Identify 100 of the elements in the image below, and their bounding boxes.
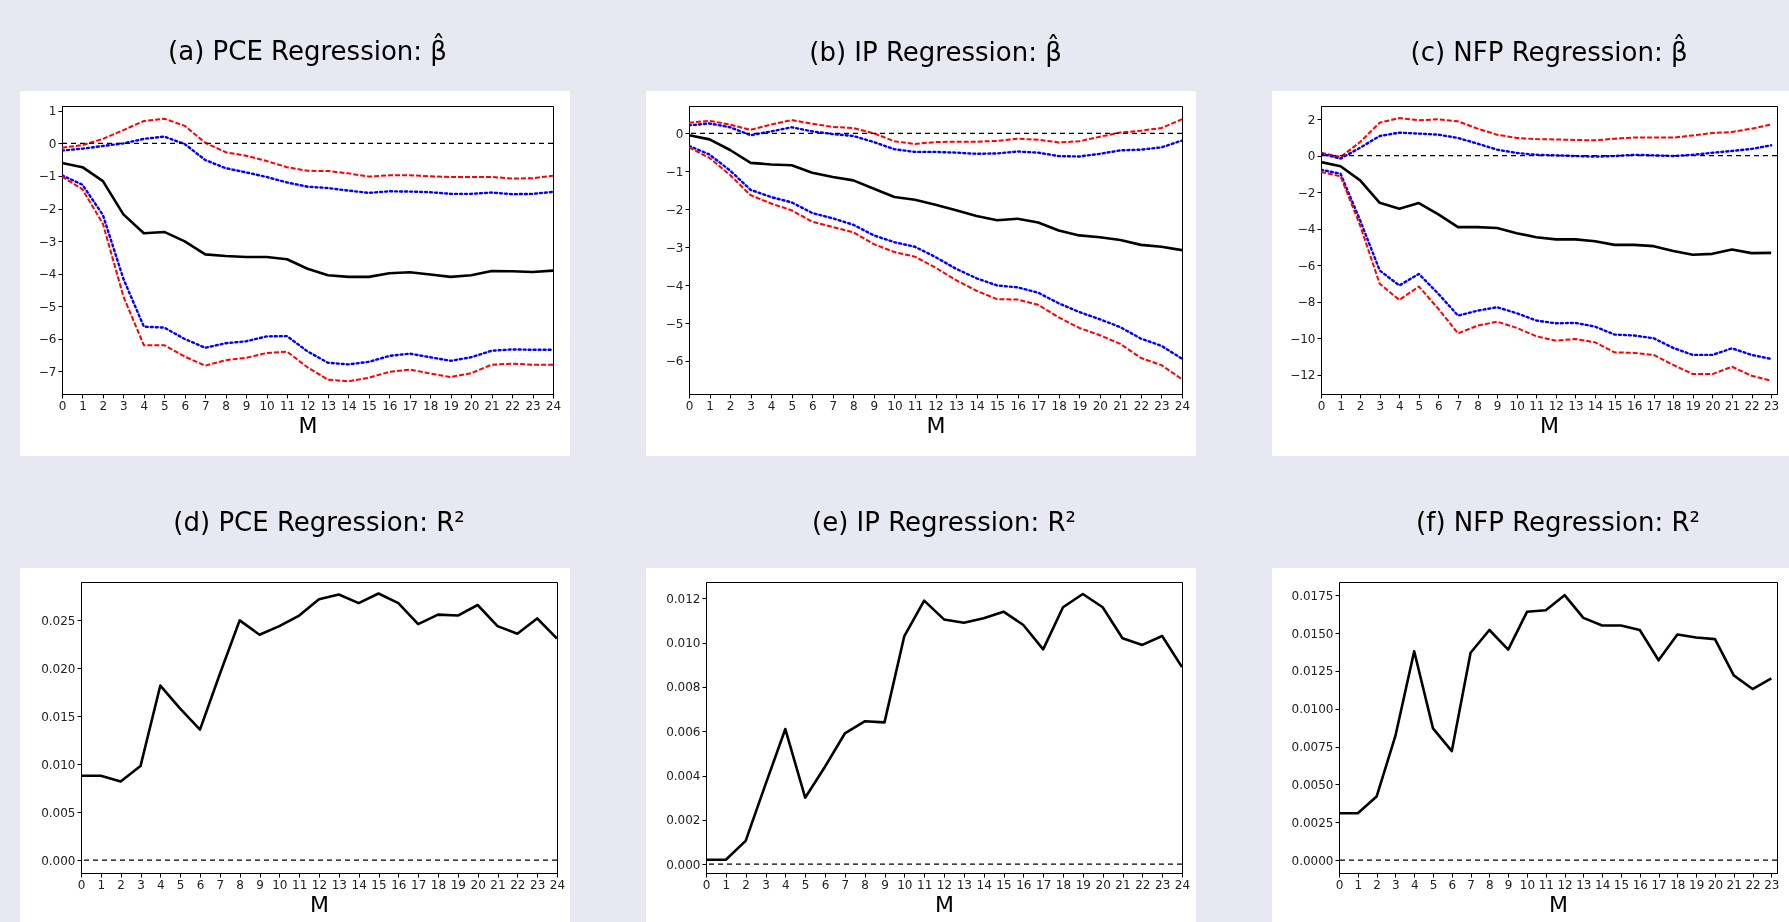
- y-tick-label: 0.000: [666, 857, 701, 872]
- y-tick-label: −10: [1290, 331, 1316, 346]
- chart-title: (e) IP Regression: R²: [812, 507, 1076, 537]
- x-tick-label: 22: [510, 877, 526, 892]
- line-series: [1321, 117, 1773, 158]
- x-tick-label: 17: [411, 877, 427, 892]
- line-series: [62, 117, 553, 180]
- y-tick-label: 0.025: [41, 613, 76, 628]
- x-tick-label: 19: [1075, 877, 1091, 892]
- x-tick-label: 16: [1016, 877, 1032, 892]
- x-tick-label: 15: [371, 877, 387, 892]
- x-tick-label: 5: [1415, 398, 1424, 413]
- x-tick-label: 20: [464, 398, 480, 413]
- x-tick-label: 10: [259, 398, 275, 413]
- x-tick-label: 17: [1651, 877, 1667, 892]
- y-tick-label: 0.0125: [1291, 664, 1334, 679]
- x-tick-label: 3: [137, 877, 145, 892]
- x-axis-title: M: [310, 891, 329, 917]
- x-tick-label: 13: [956, 877, 972, 892]
- x-tick-label: 15: [1613, 877, 1630, 892]
- x-tick-label: 22: [1133, 398, 1150, 413]
- x-tick-label: 3: [1376, 398, 1385, 413]
- x-tick-label: 17: [402, 398, 418, 413]
- x-tick-label: 11: [907, 398, 924, 413]
- x-tick-label: 12: [1557, 877, 1573, 892]
- y-tick-label: 0: [48, 136, 57, 151]
- x-tick-label: 7: [841, 877, 850, 892]
- y-tick-label: −7: [38, 364, 57, 379]
- x-tick-label: 24: [545, 398, 562, 413]
- x-tick-label: 20: [470, 877, 486, 892]
- line-series: [689, 118, 1182, 145]
- y-tick-label: −1: [38, 169, 57, 184]
- x-tick-label: 6: [1435, 398, 1443, 413]
- x-tick-label: 2: [117, 877, 125, 892]
- y-tick-label: 0.0050: [1291, 777, 1334, 792]
- x-tick-label: 19: [450, 877, 466, 892]
- x-tick-label: 10: [1509, 398, 1525, 413]
- x-tick-label: 23: [1154, 398, 1170, 413]
- chart-title: (f) NFP Regression: R²: [1416, 507, 1700, 537]
- x-tick-label: 4: [767, 398, 776, 413]
- x-tick-label: 8: [222, 398, 230, 413]
- x-tick-label: 1: [706, 398, 714, 413]
- y-tick-label: 0.004: [666, 769, 701, 784]
- x-tick-label: 5: [1429, 877, 1438, 892]
- x-tick-label: 9: [870, 398, 879, 413]
- x-tick-label: 18: [1670, 877, 1686, 892]
- y-tick-label: 2: [1307, 112, 1316, 127]
- x-tick-label: 3: [762, 877, 770, 892]
- y-tick-label: −3: [665, 240, 684, 255]
- x-tick-label: 2: [1356, 398, 1365, 413]
- y-tick-label: −6: [38, 332, 57, 347]
- x-tick-label: 9: [1504, 877, 1513, 892]
- x-tick-label: 4: [782, 877, 790, 892]
- y-tick-label: −4: [38, 267, 57, 282]
- x-tick-label: 9: [256, 877, 264, 892]
- x-tick-label: 23: [525, 398, 541, 413]
- x-tick-label: 14: [351, 877, 367, 892]
- x-tick-label: 23: [1763, 398, 1780, 413]
- x-tick-label: 6: [1448, 877, 1457, 892]
- x-tick-label: 2: [99, 398, 108, 413]
- x-tick-label: 16: [1626, 398, 1643, 413]
- x-tick-label: 20: [1092, 398, 1108, 413]
- x-tick-label: 21: [1113, 398, 1129, 413]
- x-tick-label: 7: [201, 398, 210, 413]
- x-tick-label: 6: [808, 398, 817, 413]
- x-axis-title: M: [935, 891, 954, 917]
- y-tick-label: −2: [38, 202, 57, 217]
- x-tick-label: 14: [1587, 398, 1604, 413]
- x-tick-label: 5: [176, 877, 185, 892]
- x-tick-label: 7: [1454, 398, 1463, 413]
- x-tick-label: 4: [1395, 398, 1404, 413]
- x-tick-label: 20: [1705, 398, 1721, 413]
- x-tick-label: 9: [1493, 398, 1502, 413]
- x-tick-label: 18: [430, 877, 447, 892]
- x-tick-label: 12: [928, 398, 944, 413]
- y-tick-label: 0.0075: [1291, 740, 1334, 755]
- y-tick-label: 0.005: [41, 805, 76, 820]
- y-tick-label: 0.015: [41, 709, 76, 724]
- y-tick-label: 0.002: [666, 813, 701, 828]
- x-tick-label: 1: [1354, 877, 1363, 892]
- x-tick-label: 2: [1373, 877, 1381, 892]
- x-tick-label: 14: [341, 398, 357, 413]
- x-tick-label: 8: [1486, 877, 1494, 892]
- x-tick-label: 10: [887, 398, 903, 413]
- x-tick-label: 8: [850, 398, 858, 413]
- x-tick-label: 14: [1595, 877, 1611, 892]
- x-tick-label: 17: [1646, 398, 1662, 413]
- x-tick-label: 18: [1051, 398, 1067, 413]
- x-tick-label: 19: [1685, 398, 1701, 413]
- x-tick-label: 11: [917, 877, 933, 892]
- chart-title: (d) PCE Regression: R²: [173, 507, 465, 537]
- x-axis-title: M: [926, 412, 946, 438]
- x-tick-label: 18: [1666, 398, 1682, 413]
- y-tick-label: −12: [1290, 368, 1316, 383]
- x-tick-label: 20: [1707, 877, 1724, 892]
- x-tick-label: 0: [1335, 877, 1344, 892]
- x-tick-label: 2: [742, 877, 750, 892]
- x-tick-label: 13: [320, 398, 337, 413]
- x-tick-label: 8: [236, 877, 244, 892]
- x-tick-label: 4: [1410, 877, 1419, 892]
